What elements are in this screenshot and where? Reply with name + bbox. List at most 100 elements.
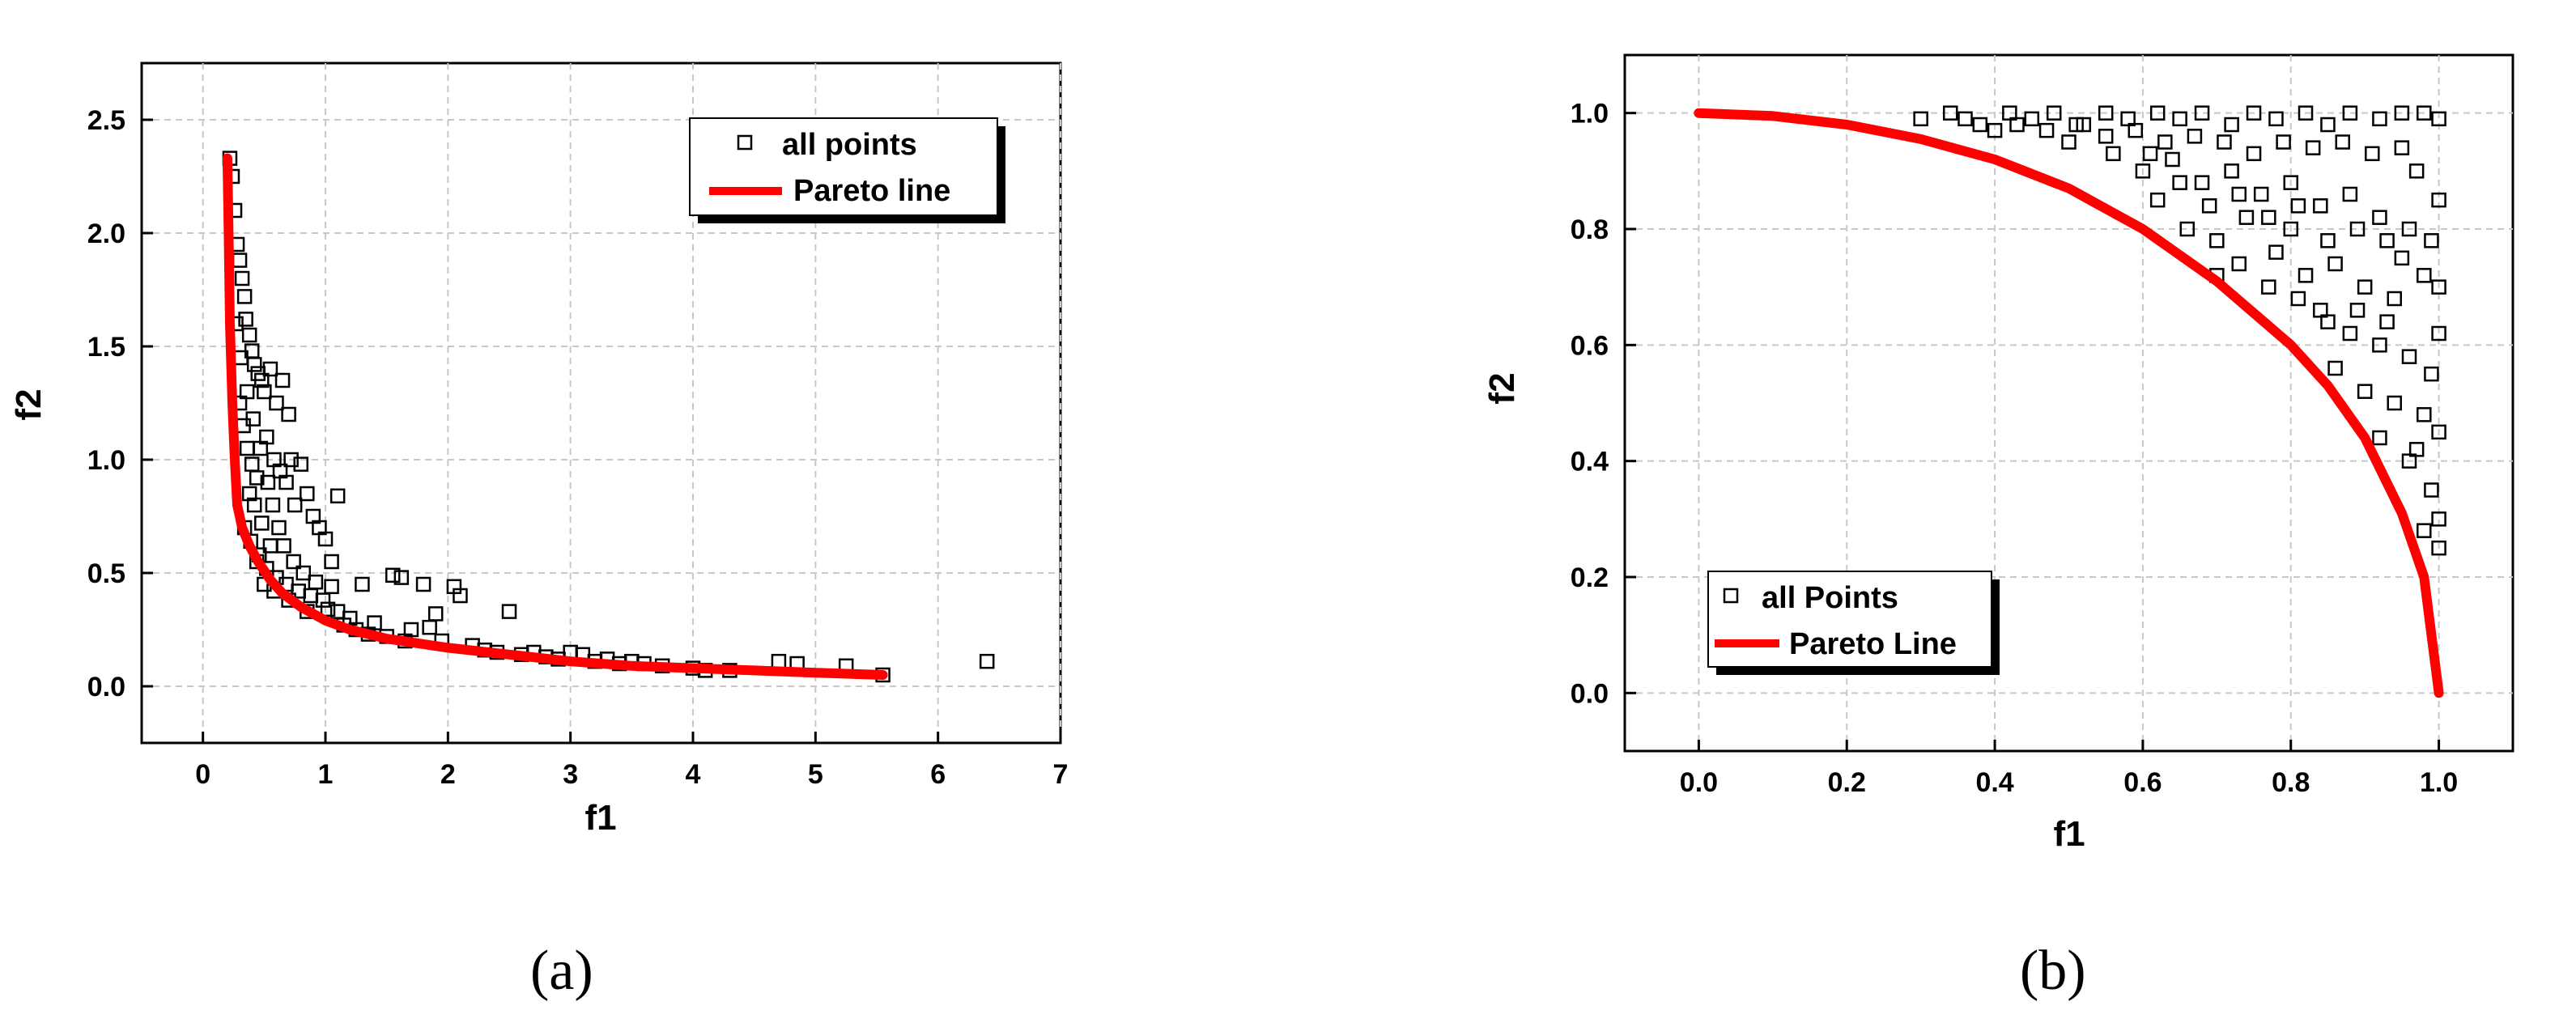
data-point [2342,325,2358,342]
y-tick-label: 0.0 [87,672,125,702]
data-point [2142,146,2158,162]
y-tick-label: 0.8 [1571,214,1609,245]
data-point [257,384,272,400]
y-tick-label: 0.2 [1571,562,1609,593]
data-point [427,606,444,622]
data-point [281,406,296,422]
data-point [241,486,257,502]
y-tick-label: 0.0 [1571,678,1609,709]
data-point [2327,360,2343,376]
data-point [2424,366,2439,382]
panel-label-b: (b) [2020,940,2086,1002]
data-point [2431,511,2446,527]
y-tick-label: 1.0 [87,445,125,476]
chart-a-pareto-line [222,153,888,680]
data-point [265,497,281,513]
data-point [2357,384,2373,399]
data-point [254,516,270,531]
data-point [2372,111,2387,127]
chart-a-ticks: 0 1 2 3 4 5 6 7 0.0 0.5 1.0 1.5 2.0 2.5 [87,105,1069,790]
data-point [2149,192,2166,208]
data-point [2417,105,2432,121]
x-tick-label: 6 [930,759,946,790]
data-point [293,456,308,472]
data-point [2268,111,2284,127]
data-point [2431,424,2446,440]
data-point [315,592,331,608]
data-point [2431,192,2446,208]
y-tick-label: 0.5 [87,558,125,589]
data-point [2365,146,2380,162]
data-point [2298,268,2314,283]
y-tick-label: 1.5 [87,332,125,363]
data-point [2261,210,2276,225]
chart-b-legend: all Points Pareto Line [1707,571,2000,675]
data-point [239,384,255,400]
data-point [2342,105,2358,121]
data-point [415,576,431,592]
y-tick-label: 2.5 [87,105,125,136]
chart-b: 0.0 0.2 0.4 0.6 0.8 1.00.00.20.40.60.81.0 f1 … [1482,53,2514,854]
data-point [2261,279,2276,295]
data-point [2194,105,2210,121]
data-point [329,488,346,504]
chart-b-x-axis-label: f1 [2053,814,2085,854]
data-point [324,554,339,570]
data-point [2349,303,2366,318]
chart-b-legend-marker-points [1723,588,1739,604]
data-point [2172,111,2187,127]
pareto-line [222,153,888,680]
data-point [2394,140,2410,155]
x-tick-label: 4 [686,759,701,790]
data-point [2313,198,2328,214]
data-point [2046,105,2062,121]
x-tick-label: 7 [1053,759,1069,790]
data-point [254,372,270,388]
data-point [2253,186,2269,202]
data-point [276,538,291,554]
chart-a-legend-box [689,117,998,216]
data-point [317,531,334,547]
x-tick-label: 3 [563,759,578,790]
y-tick-label: 0.6 [1571,330,1609,361]
data-point [2246,105,2262,121]
data-point [2327,256,2343,272]
data-point [2417,268,2432,283]
data-point [2372,337,2387,353]
data-point [2431,540,2446,556]
data-point [979,653,995,669]
data-point [262,361,278,377]
y-tick-label: 1.0 [1571,99,1609,129]
data-point [2290,198,2306,214]
x-tick-label: 5 [808,759,823,790]
data-point [2068,117,2084,133]
data-point [2209,233,2225,248]
data-point [2283,221,2298,237]
pareto-line [1694,108,2444,698]
y-tick-label: 0.4 [1571,447,1609,477]
data-point [355,576,370,592]
data-point [274,372,291,388]
data-point [2149,105,2166,121]
data-point [2394,250,2410,266]
data-point [2224,117,2239,133]
data-point [2224,163,2239,179]
data-point [2320,233,2336,248]
x-tick-label: 0 [195,759,210,790]
chart-a-grid [142,63,1061,743]
data-point [1958,111,1973,127]
data-point [2424,482,2439,498]
data-point [2379,233,2395,248]
data-point [2417,523,2432,538]
data-point [2357,279,2373,295]
data-point [2401,349,2417,364]
chart-b-ticks: 0.0 0.2 0.4 0.6 0.8 1.0 0.0 0.2 0.4 0.6 0.8 1.0 [1571,99,2458,798]
data-point [269,395,284,411]
x-tick-label: 0.2 [1828,767,1866,798]
x-tick-label: 0.0 [1680,767,1718,798]
data-point [278,474,294,490]
chart-a-legend-marker-points [737,134,753,151]
chart-b-y-axis-label: f2 [1482,372,1522,404]
data-point [2098,129,2114,144]
